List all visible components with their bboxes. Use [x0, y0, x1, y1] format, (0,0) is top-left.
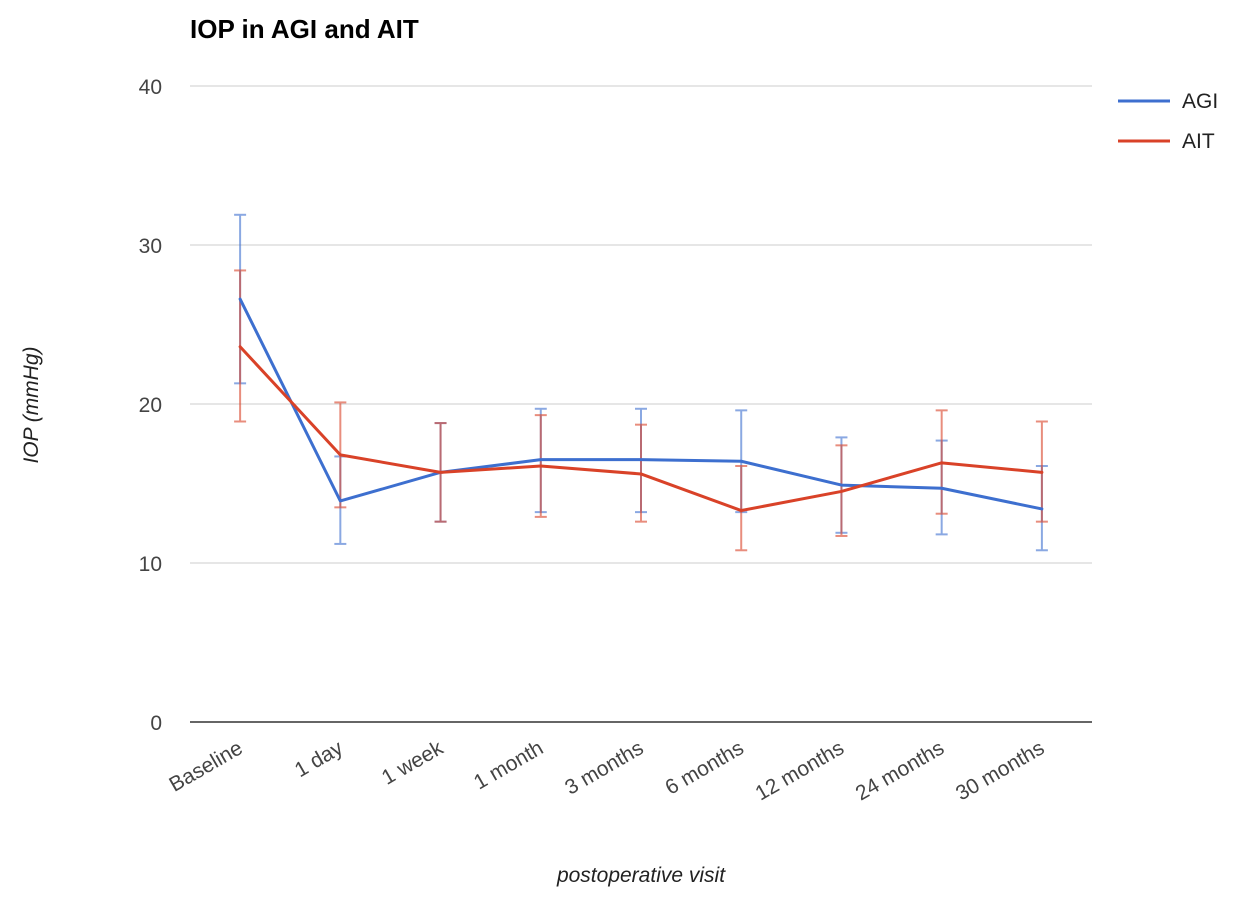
x-tick-label: 6 months	[661, 736, 747, 799]
series-line-ait	[238, 345, 1044, 513]
y-tick-label: 10	[139, 553, 162, 576]
x-axis-label: postoperative visit	[556, 864, 726, 887]
legend: AGI AIT	[1118, 90, 1218, 153]
x-tick-label: 1 month	[470, 736, 547, 794]
y-tick-label: 20	[139, 394, 162, 417]
y-tick-label: 40	[139, 76, 162, 99]
series-line-agi	[238, 297, 1044, 511]
series-lines	[238, 297, 1044, 513]
x-tick-label: 1 day	[291, 736, 347, 782]
gridlines	[190, 85, 1092, 723]
y-axis-label: IOP (mmHg)	[20, 346, 43, 463]
y-tick-label: 30	[139, 235, 162, 258]
error-bars	[234, 213, 1048, 552]
chart-title: IOP in AGI and AIT	[190, 14, 419, 44]
x-axis-ticks: Baseline 1 day 1 week 1 month 3 months 6 mont…	[165, 736, 1048, 805]
x-tick-label: 12 months	[752, 736, 848, 805]
x-tick-label: Baseline	[165, 736, 246, 796]
legend-label-ait: AIT	[1182, 130, 1215, 153]
x-tick-label: 30 months	[952, 736, 1048, 805]
x-tick-label: 1 week	[378, 736, 448, 789]
x-tick-label: 24 months	[852, 736, 948, 805]
x-tick-label: 3 months	[561, 736, 647, 799]
legend-label-agi: AGI	[1182, 90, 1218, 113]
y-tick-label: 0	[150, 712, 162, 735]
y-axis-ticks: 0 10 20 30 40	[139, 76, 162, 735]
error-bar	[735, 465, 748, 552]
